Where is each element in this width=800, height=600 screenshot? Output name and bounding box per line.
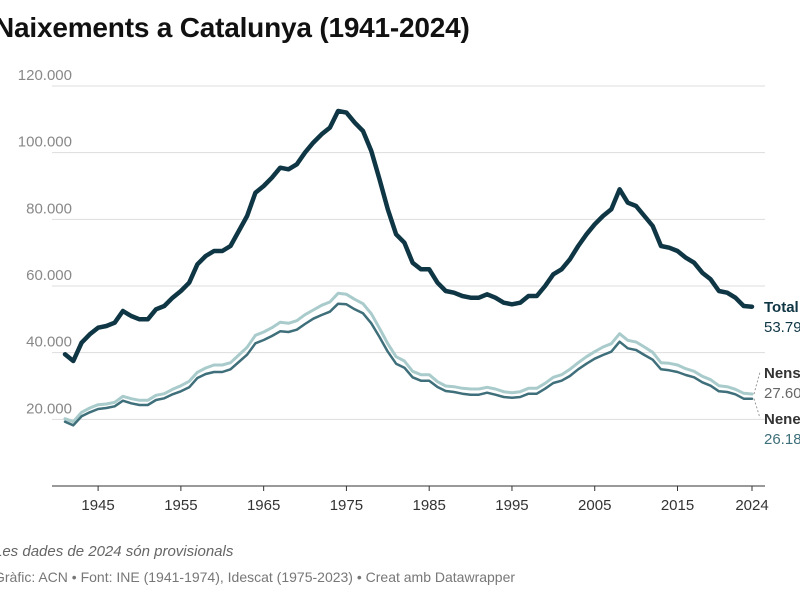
x-tick-label: 1965 [247, 497, 280, 514]
x-axis-ticks: 1945 1955 1965 1975 1985 1995 2005 2015 2024 [81, 486, 769, 514]
series-label-value: 27.60 [764, 385, 800, 402]
label-connector [753, 398, 761, 419]
x-tick-label: 2005 [578, 497, 611, 514]
series-lines [62, 108, 755, 427]
x-tick-label: 1985 [413, 497, 446, 514]
x-tick-label: 1945 [81, 497, 114, 514]
y-tick-label: 120.000 [18, 67, 72, 84]
grid-lines [52, 85, 765, 420]
series-label-value: 26.18 [764, 431, 800, 448]
series-line-nens [63, 291, 754, 424]
series-label-name: Nens [764, 365, 800, 382]
y-tick-label: 20.000 [26, 400, 72, 417]
chart-note: Les dades de 2024 són provisionals [0, 543, 234, 560]
series-label-value: 53.79 [764, 319, 800, 336]
x-tick-label: 2024 [735, 497, 768, 514]
y-axis-tick-labels: 20.000 40.000 60.000 80.000 100.000 120.000 [18, 67, 72, 417]
chart-title: Naixements a Catalunya (1941-2024) [0, 12, 470, 43]
y-tick-label: 60.000 [26, 267, 72, 284]
y-tick-label: 100.000 [18, 134, 72, 151]
chart-credits: Gràfic: ACN • Font: INE (1941-1974), Ide… [0, 569, 516, 585]
x-tick-label: 1975 [330, 497, 363, 514]
x-tick-label: 1995 [495, 497, 528, 514]
series-line-nenes [63, 302, 754, 427]
label-connector [753, 371, 761, 395]
series-line-total [62, 108, 755, 364]
y-tick-label: 40.000 [26, 334, 72, 351]
x-tick-label: 2015 [661, 497, 694, 514]
series-end-labels: Total 53.79 Nens 27.60 Nenes 26.18 [753, 299, 800, 448]
y-tick-label: 80.000 [26, 200, 72, 217]
series-label-name: Nenes [764, 411, 800, 428]
x-tick-label: 1955 [164, 497, 197, 514]
series-label-name: Total [764, 299, 799, 316]
